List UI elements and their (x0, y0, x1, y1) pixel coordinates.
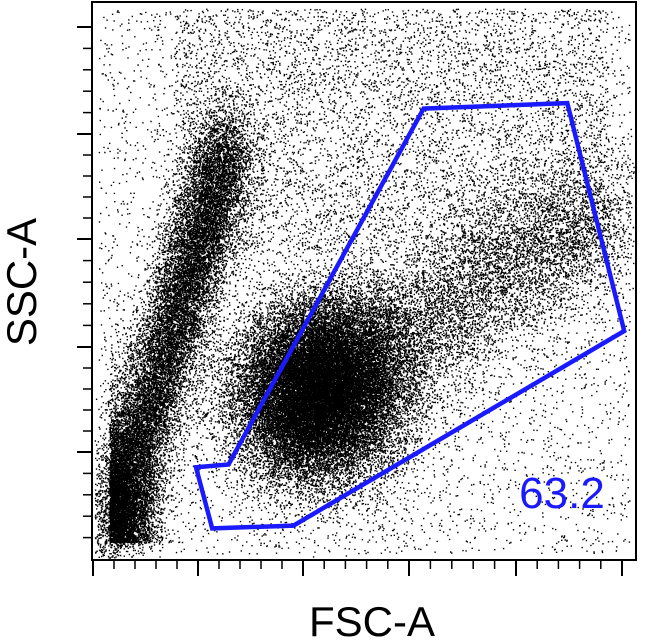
gate-polygon[interactable] (193, 100, 627, 531)
x-axis-label: FSC-A (309, 598, 435, 642)
plot-frame (91, 1, 637, 561)
gate-percentage-label: 63.2 (519, 469, 605, 518)
y-axis-label: SSC-A (0, 218, 45, 346)
scatter-points (94, 8, 635, 559)
event-dots (94, 8, 635, 559)
axis-ticks (77, 26, 623, 576)
